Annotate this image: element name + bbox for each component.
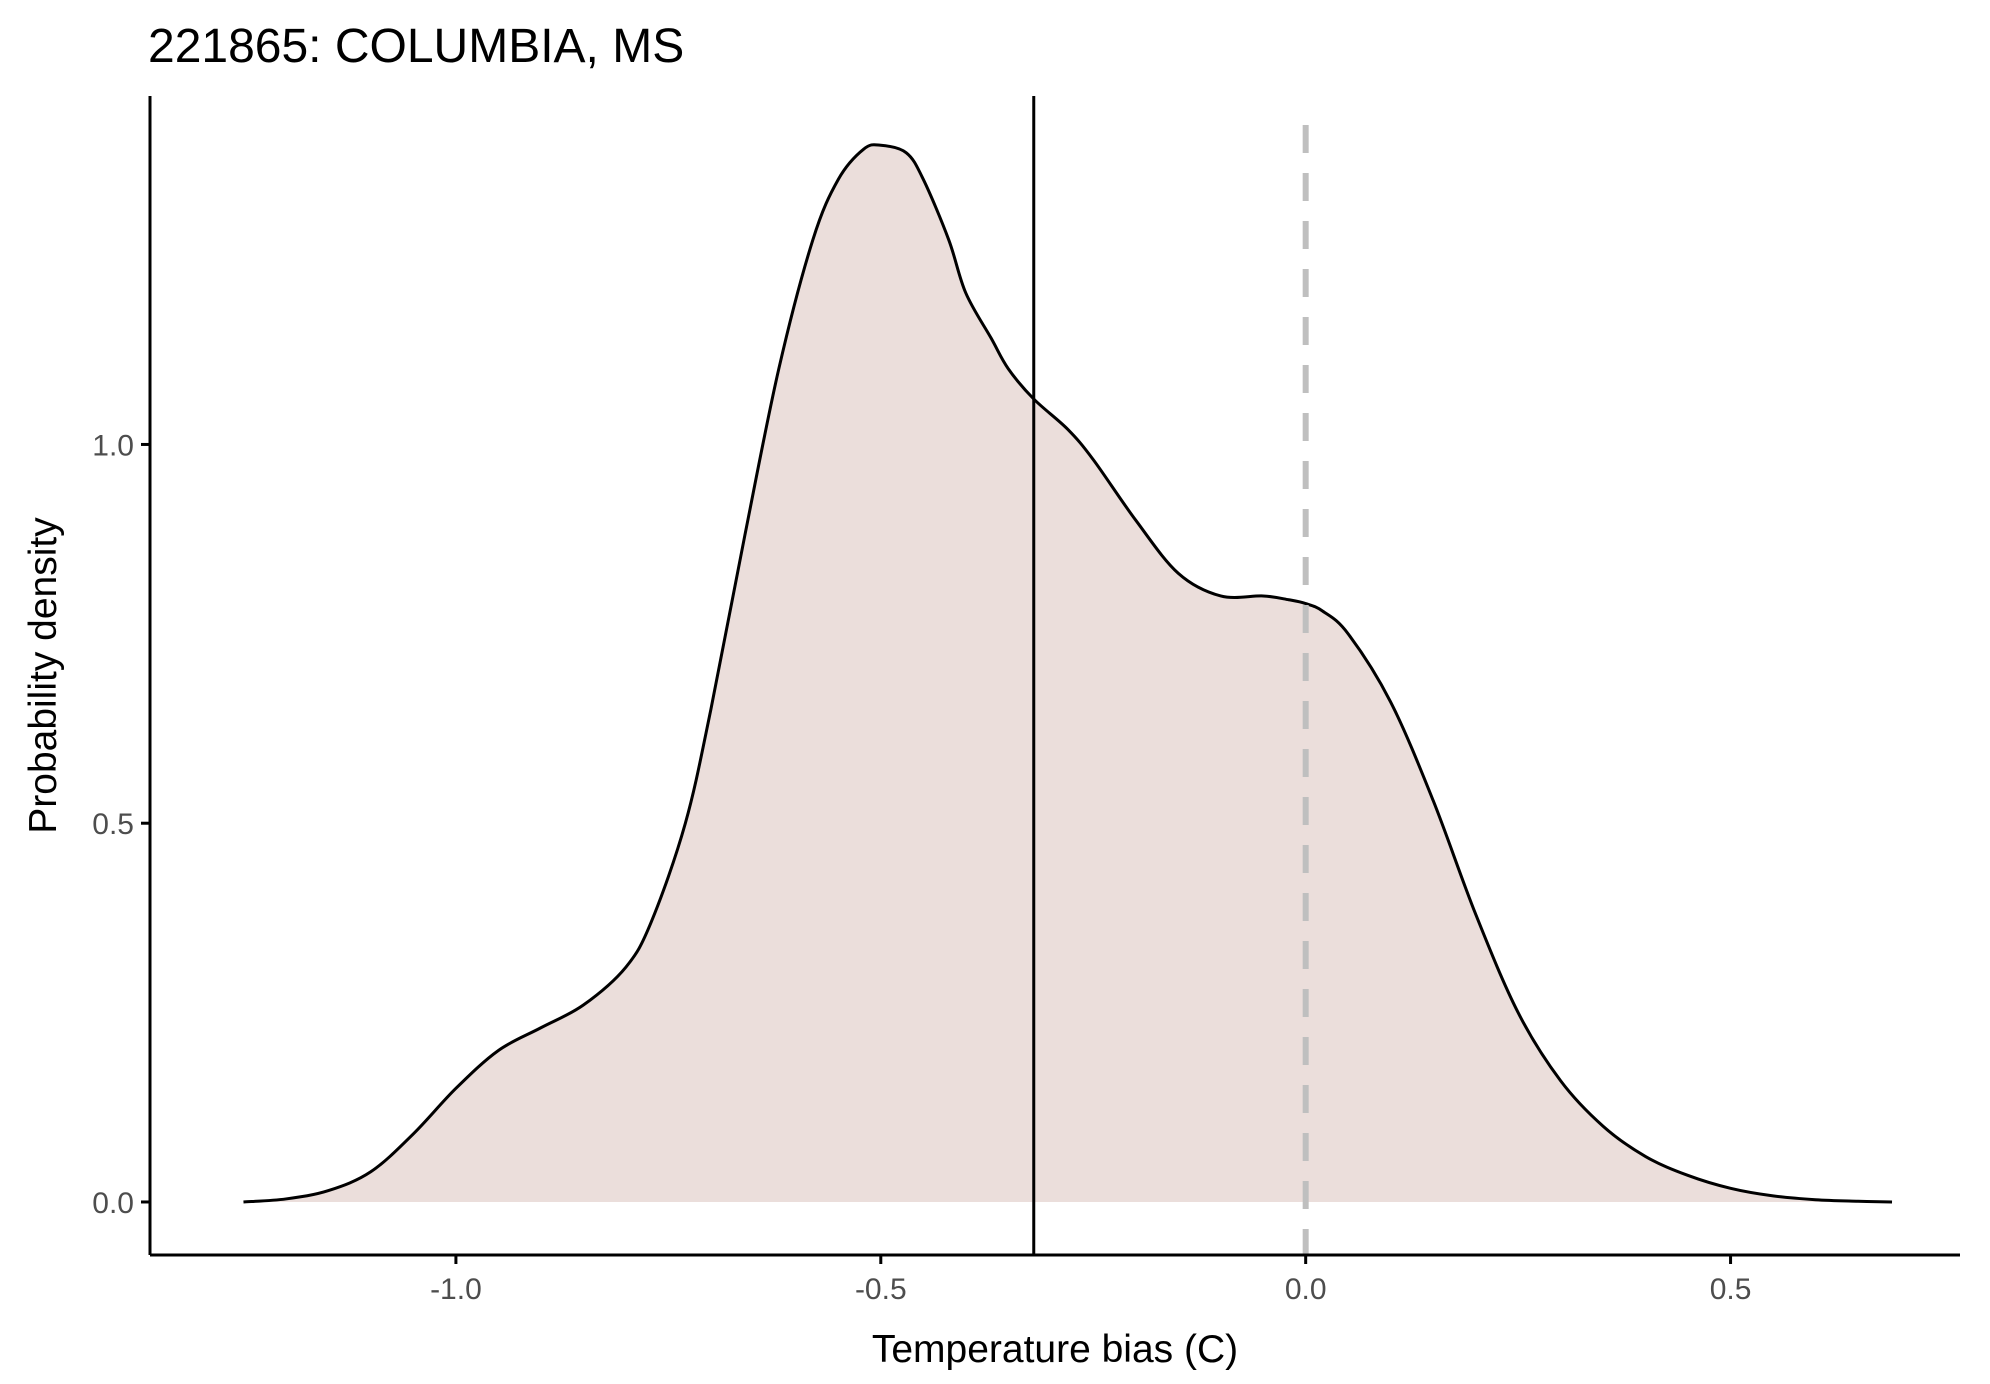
- x-tick-label: 0.0: [1285, 1273, 1327, 1306]
- x-tick-label: -1.0: [430, 1273, 482, 1306]
- chart-title: 221865: COLUMBIA, MS: [148, 20, 684, 73]
- y-tick-label: 1.0: [92, 429, 134, 462]
- x-tick-label: -0.5: [855, 1273, 907, 1306]
- plot-area: -1.0 -0.5 0.0 0.5 0.0 0.5 1.0: [92, 96, 1960, 1306]
- x-tick-label: 0.5: [1710, 1273, 1752, 1306]
- y-axis-title: Probability density: [22, 517, 65, 834]
- density-curve: [243, 143, 1893, 1204]
- density-area-fill: [243, 144, 1893, 1202]
- y-tick-label: 0.0: [92, 1187, 134, 1220]
- x-axis-title: Temperature bias (C): [872, 1328, 1238, 1371]
- y-tick-label: 0.5: [92, 808, 134, 841]
